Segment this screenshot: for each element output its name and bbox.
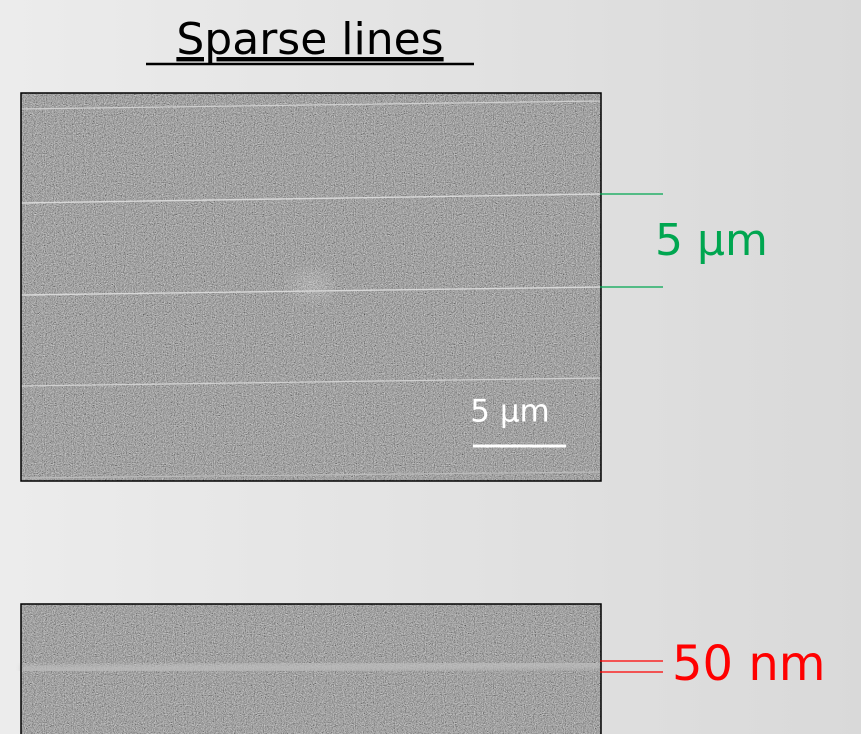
- nanowire-zoom: [21, 664, 601, 670]
- spacing-label: 5 µm: [655, 215, 768, 266]
- scale-bar-label: 5 µm: [470, 394, 550, 430]
- width-label: 50 nm: [672, 636, 826, 692]
- slide: Sparse lines 5 µm 5 µm 50 nm: [0, 0, 861, 734]
- image-spot: [282, 263, 342, 307]
- sem-image-overview: 5 µm: [21, 93, 601, 481]
- slide-title: Sparse lines: [176, 14, 443, 65]
- sem-image-zoom: [21, 604, 601, 734]
